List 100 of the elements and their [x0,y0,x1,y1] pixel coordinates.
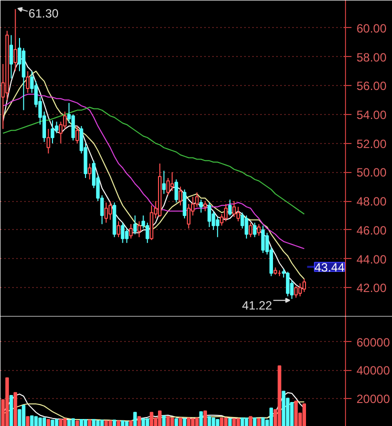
bar [203,410,207,426]
candlestick [104,202,108,224]
y-tick-label: 56.00 [356,79,387,94]
bar [112,420,116,426]
candlestick [186,203,190,229]
bar [42,418,46,426]
bar [158,410,162,426]
bar [18,409,22,426]
bar [174,418,178,426]
bar [282,390,286,426]
bar [166,416,170,426]
candlestick [116,220,120,238]
bar [63,418,67,426]
y-tick-label: 46.00 [356,223,387,238]
bar [162,415,166,426]
candlestick [75,126,80,144]
candlestick [137,220,141,238]
candlestick [236,206,240,222]
bar [240,418,244,426]
candlestick [178,186,182,206]
candlestick [174,178,178,204]
candlestick [286,271,290,297]
candlestick [133,214,137,235]
candlestick [14,8,18,72]
candlestick [50,120,54,144]
y-tick-label: 50.00 [356,166,387,180]
candlestick [248,222,252,238]
bar [142,418,146,426]
bar [30,415,34,426]
bar [228,418,232,426]
y-tick-label: 60.00 [356,21,387,36]
y-tick-label: 48.00 [356,194,387,209]
candlestick [216,216,220,238]
candlestick [298,282,302,297]
bar [212,418,216,426]
bar [216,418,220,426]
line-series [2,401,305,422]
y-tick-label: 54.00 [356,108,387,122]
bar [84,418,88,426]
bar [257,418,261,426]
bar [186,418,190,426]
bar [178,418,182,426]
bar [116,420,120,426]
bar [34,416,38,426]
candlestick [108,200,112,220]
bar [80,418,84,426]
bar [294,400,298,426]
y-tick-label: 44.00 [356,252,387,266]
bar [220,418,224,426]
bar [290,402,294,426]
candlestick [54,121,58,134]
bar [9,394,14,426]
bar [26,416,30,426]
bar [199,411,203,426]
candlestick [125,228,129,244]
bar [100,420,104,426]
y-tick-label: 20000 [356,392,390,406]
bar [5,377,9,426]
bar [302,403,306,426]
ref-line-label: 43.44 [314,260,345,274]
bar [14,392,18,426]
bar [92,418,96,426]
bar [244,418,248,426]
bar [50,420,54,426]
bar [269,408,273,426]
candlestick [182,189,186,219]
candlestick [257,224,261,236]
bar [58,418,63,426]
y-tick-label: 52.00 [356,136,387,151]
bar [129,420,133,426]
bar [278,365,282,426]
bar [224,418,228,426]
candlestick [199,199,203,214]
bar [261,418,265,426]
y-tick-label: 58.00 [356,50,387,64]
bar [146,418,150,426]
candlestick [203,200,207,212]
bar [108,420,112,426]
candlestick [88,163,92,180]
candlestick [71,114,75,141]
candlestick [9,34,14,79]
candlestick [208,202,212,228]
bar [67,420,71,426]
bar [236,418,240,426]
candlestick [162,170,166,194]
bar [232,418,236,426]
y-tick-label: 60000 [356,335,390,350]
bar [150,412,154,426]
bar [38,418,42,426]
candlestick [170,172,174,192]
annotation: 61.30 [28,6,59,21]
bar [133,412,137,426]
bar [137,416,141,426]
annotation: 41.22 [242,298,272,312]
bar [104,420,108,426]
bar [54,418,58,426]
candlestick [129,224,133,240]
candlestick [261,225,265,254]
bar [46,418,50,426]
bar [208,416,212,426]
